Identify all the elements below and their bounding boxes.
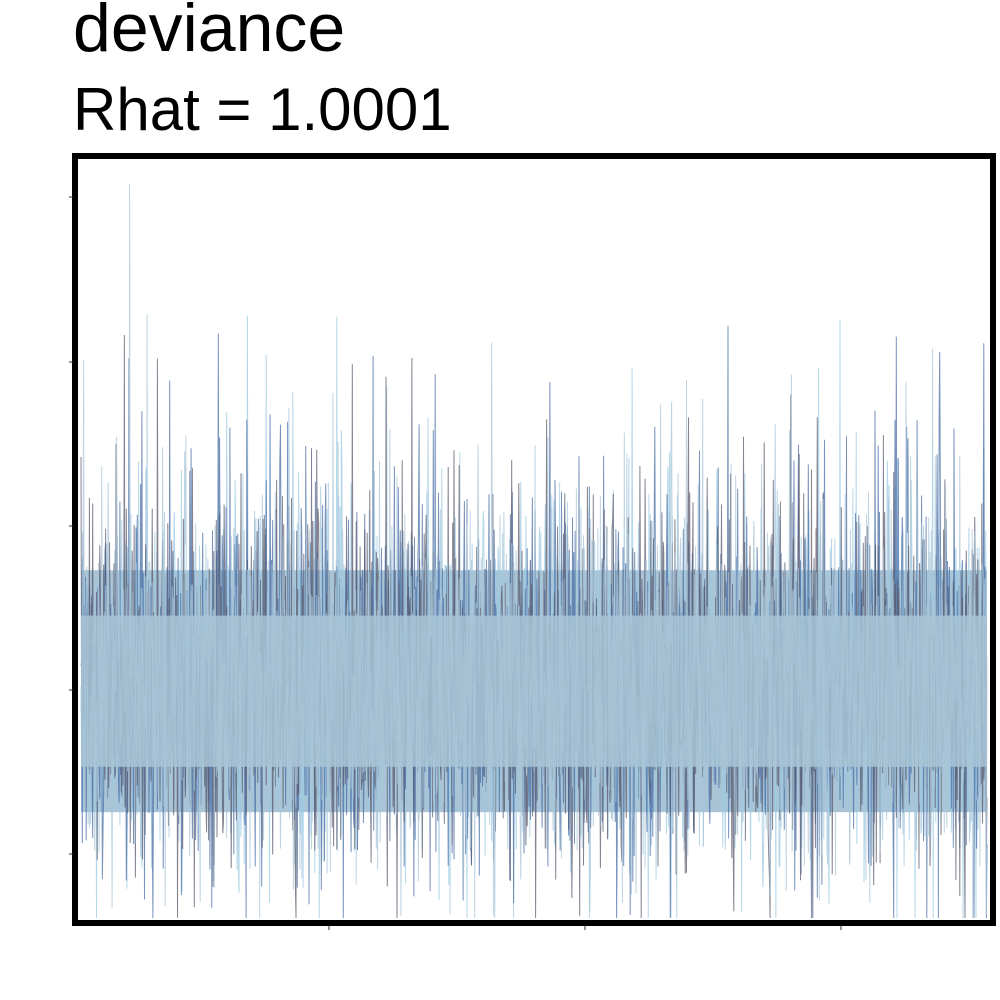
chart-subtitle: Rhat = 1.0001 [73,76,452,143]
axis-ticks [69,196,842,930]
trace-core-band [81,615,987,767]
trace-lines [80,183,988,919]
plot-frame [72,153,996,926]
chart-title: deviance [73,0,346,66]
